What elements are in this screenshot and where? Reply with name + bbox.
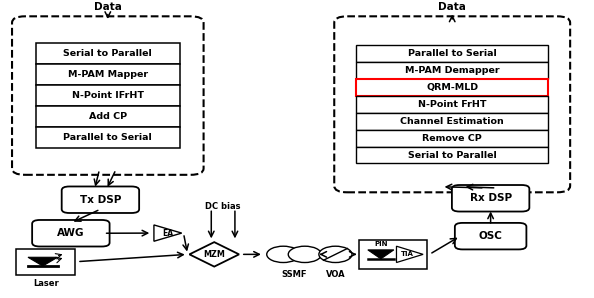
FancyBboxPatch shape <box>62 187 139 213</box>
Bar <box>356 147 548 164</box>
Text: N-Point FrHT: N-Point FrHT <box>418 100 486 109</box>
Bar <box>16 249 75 275</box>
Bar <box>356 62 548 79</box>
Bar <box>36 43 180 64</box>
Text: N-Point IFrHT: N-Point IFrHT <box>72 91 144 100</box>
Text: MZM: MZM <box>203 250 225 259</box>
Bar <box>359 240 427 269</box>
Text: Parallel to Serial: Parallel to Serial <box>408 49 497 58</box>
Text: AWG: AWG <box>57 228 84 238</box>
Text: EA: EA <box>162 229 173 238</box>
Polygon shape <box>28 257 58 266</box>
FancyBboxPatch shape <box>455 223 526 249</box>
Text: VOA: VOA <box>326 270 345 279</box>
Bar <box>356 45 548 62</box>
FancyBboxPatch shape <box>452 185 529 212</box>
Text: Tx DSP: Tx DSP <box>80 195 121 205</box>
FancyBboxPatch shape <box>12 16 204 175</box>
Polygon shape <box>368 250 394 259</box>
Bar <box>36 64 180 85</box>
Polygon shape <box>189 242 239 267</box>
Circle shape <box>288 246 321 263</box>
Bar <box>356 130 548 147</box>
Text: Laser: Laser <box>33 279 59 288</box>
Bar <box>36 127 180 148</box>
Text: M-PAM Mapper: M-PAM Mapper <box>68 70 148 79</box>
Text: SSMF: SSMF <box>282 270 307 279</box>
Text: Channel Estimation: Channel Estimation <box>400 117 504 126</box>
Text: Data: Data <box>94 2 122 12</box>
Text: Remove CP: Remove CP <box>422 134 482 143</box>
Text: TIA: TIA <box>401 251 413 257</box>
Bar <box>36 106 180 127</box>
Polygon shape <box>154 225 182 241</box>
Circle shape <box>267 246 300 263</box>
Text: Rx DSP: Rx DSP <box>470 193 511 203</box>
Text: PIN: PIN <box>374 241 388 247</box>
Bar <box>356 79 548 96</box>
Bar <box>356 96 548 113</box>
FancyBboxPatch shape <box>32 220 109 246</box>
Text: Parallel to Serial: Parallel to Serial <box>64 133 152 142</box>
Text: Data: Data <box>438 2 466 12</box>
Bar <box>36 85 180 106</box>
Text: Serial to Parallel: Serial to Parallel <box>64 49 152 58</box>
Polygon shape <box>396 246 423 263</box>
FancyBboxPatch shape <box>334 16 570 192</box>
Text: OSC: OSC <box>479 231 503 241</box>
Text: QRM-MLD: QRM-MLD <box>426 83 478 92</box>
Circle shape <box>319 246 352 263</box>
Text: Serial to Parallel: Serial to Parallel <box>408 150 497 159</box>
Text: DC bias: DC bias <box>206 202 241 211</box>
Bar <box>356 113 548 130</box>
Text: Add CP: Add CP <box>89 112 127 121</box>
Text: M-PAM Demapper: M-PAM Demapper <box>405 66 500 75</box>
